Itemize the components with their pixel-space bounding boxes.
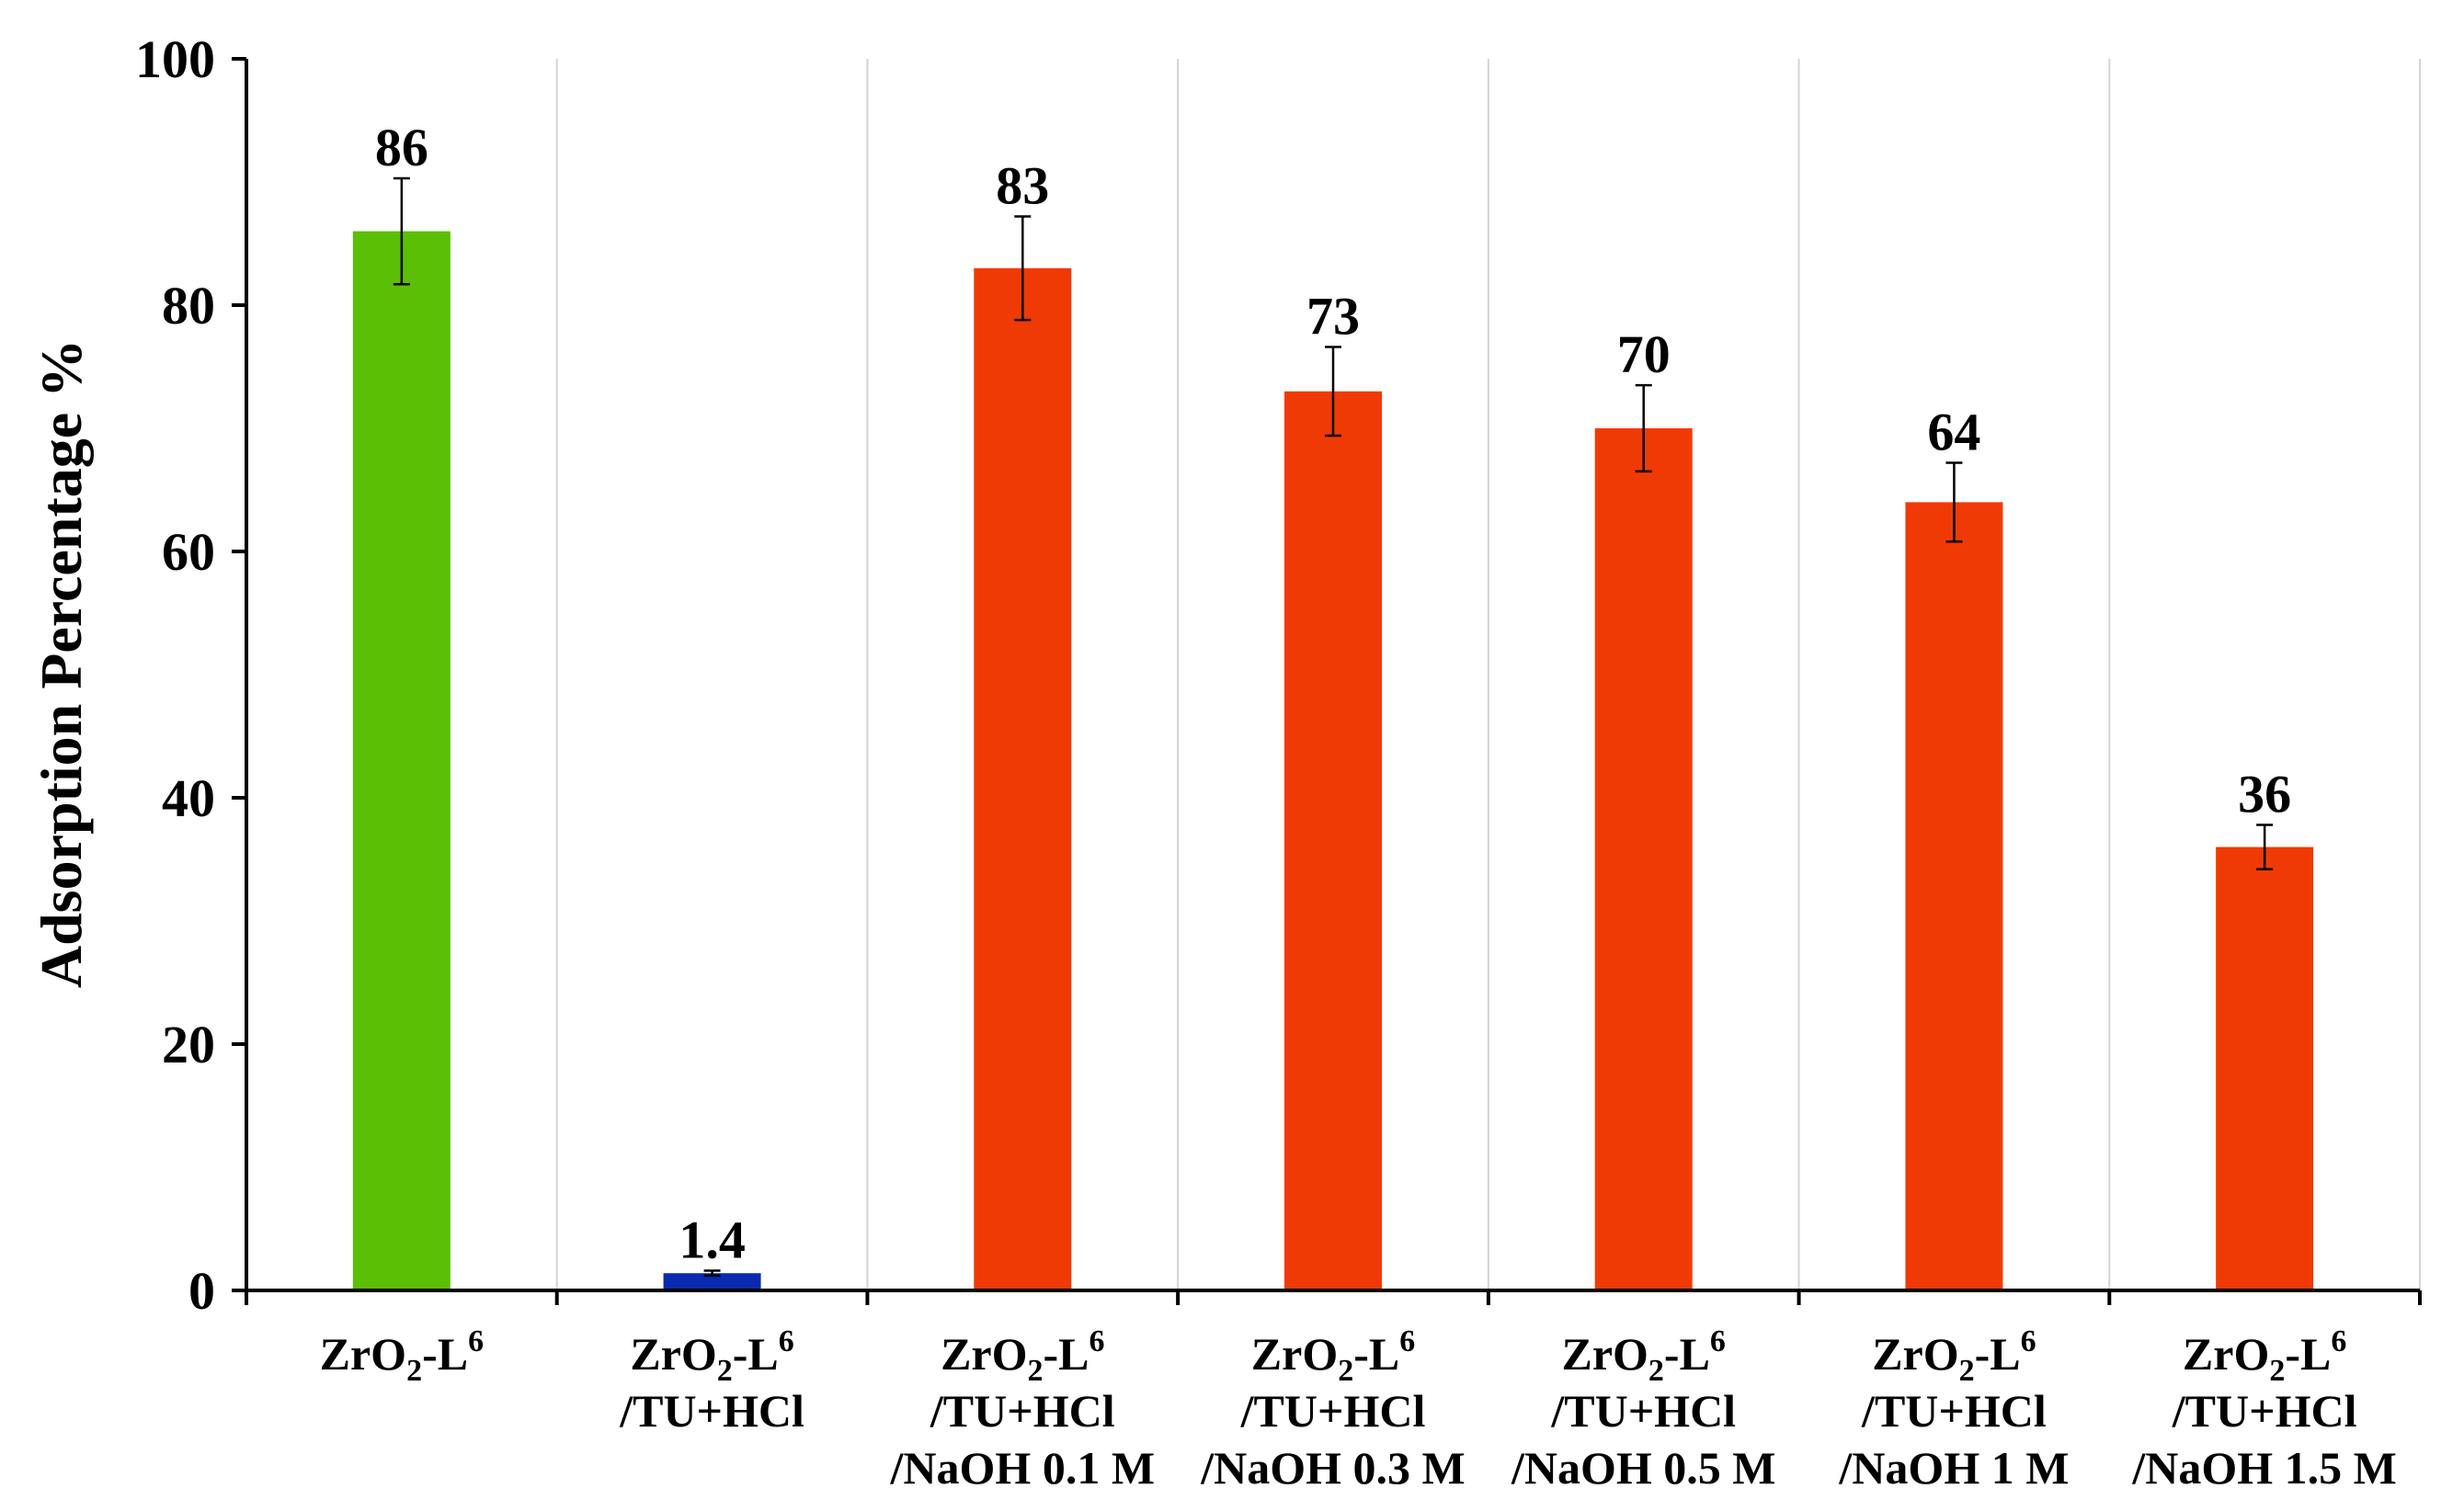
y-tick-label: 20 — [162, 1015, 215, 1074]
labels: 86 1.4 83 73 70 64 36 0 20 40 60 80 100 ZrO2-L6 ZrO2-L… — [135, 29, 2397, 1494]
bars — [352, 231, 2314, 1291]
bar — [352, 231, 451, 1291]
data-label: 36 — [2238, 764, 2291, 824]
bar — [1594, 428, 1693, 1290]
bar — [663, 1273, 761, 1290]
data-label: 73 — [1306, 287, 1360, 347]
bar — [1284, 391, 1382, 1290]
y-tick-label: 60 — [162, 522, 215, 582]
x-tick-label: ZrO2-L6/TU+HCl/NaOH 0.3 M — [1200, 1324, 1465, 1494]
x-tick-label: ZrO2-L6/TU+HCl/NaOH 0.1 M — [890, 1324, 1155, 1494]
x-tick-label: ZrO2-L6/TU+HCl/NaOH 1 M — [1838, 1324, 2069, 1494]
axes — [232, 57, 2422, 1305]
x-tick-label: ZrO2-L6/TU+HCl/NaOH 0.5 M — [1511, 1324, 1775, 1494]
x-tick-label: ZrO2-L6 — [320, 1324, 484, 1388]
bar — [1905, 502, 2003, 1290]
y-tick-label: 40 — [162, 768, 215, 828]
data-label: 86 — [375, 118, 428, 177]
y-tick-label: 0 — [188, 1261, 215, 1321]
x-tick-label: ZrO2-L6/TU+HCl — [619, 1324, 804, 1437]
error-bars — [393, 176, 2274, 1278]
bar — [974, 267, 1072, 1290]
y-axis-title: Adsorption Percentage % — [29, 339, 94, 988]
data-label: 64 — [1927, 403, 1980, 462]
data-label: 83 — [996, 156, 1049, 216]
grid-lines — [555, 59, 2421, 1290]
bar — [2216, 846, 2314, 1290]
data-label: 1.4 — [679, 1210, 746, 1270]
y-tick-label: 80 — [162, 276, 215, 335]
data-label: 70 — [1617, 324, 1671, 384]
y-tick-label: 100 — [135, 29, 215, 89]
x-tick-label: ZrO2-L6/TU+HCl/NaOH 1.5 M — [2131, 1324, 2396, 1494]
